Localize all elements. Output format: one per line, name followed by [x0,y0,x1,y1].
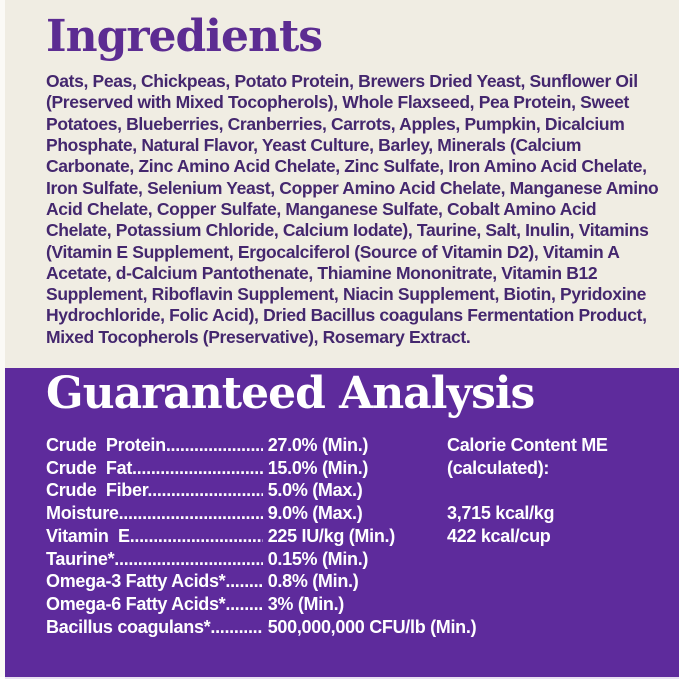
analysis-row-value: 5.0% (Max.) [263,480,363,501]
guaranteed-analysis-table: Crude Protein...........................… [46,434,477,639]
analysis-term: Bacillus coagulans* [46,616,211,637]
leader-dots: ........................................… [210,616,263,637]
ingredients-line: Iron Sulfate, Selenium Yeast, Copper Ami… [46,177,659,198]
leader-dots: ........................................… [225,593,263,614]
leader-dots: ........................................… [165,435,263,455]
ingredients-line: Oats, Peas, Chickpeas, Potato Protein, B… [46,71,638,92]
analysis-row: Omega-6 Fatty Acids*....................… [46,593,476,616]
ingredients-list: Oats, Peas, Chickpeas, Potato Protein, B… [46,71,659,348]
analysis-term: Crude Fiber [46,480,148,501]
analysis-row-label: Vitamin E...............................… [46,525,263,548]
leader-dots: ........................................… [147,480,263,501]
analysis-term: Moisture [46,503,119,524]
analysis-term: Vitamin E [46,525,130,546]
calorie-value: 3,715 kcal/kg [447,503,555,524]
analysis-row-value: 27.0% (Min.) [263,435,369,455]
analysis-row: Crude Fat...............................… [46,457,476,480]
analysis-row: Bacillus coagulans*.....................… [46,616,477,639]
analysis-term: Crude Fat [46,457,133,478]
analysis-row-label: Omega-6 Fatty Acids*....................… [46,593,263,616]
calorie-content-heading: Calorie Content ME [447,435,608,455]
label-left-edge [0,0,5,679]
leader-dots: ........................................… [225,571,263,592]
ingredients-line: Carbonate, Zinc Amino Acid Chelate, Zinc… [46,156,647,177]
analysis-row: Taurine*................................… [46,548,476,571]
analysis-row-value: 500,000,000 CFU/lb (Min.) [263,616,477,637]
analysis-row-label: Bacillus coagulans*.....................… [46,616,263,639]
analysis-row-value: 0.8% (Min.) [263,571,359,592]
analysis-row-label: Omega-3 Fatty Acids*....................… [46,570,263,593]
analysis-row: Moisture................................… [46,502,476,525]
leader-dots: ........................................… [118,503,263,524]
calorie-content-block: Calorie Content ME (calculated): 3,715 k… [447,434,608,548]
analysis-term: Omega-3 Fatty Acids* [46,571,226,592]
leader-dots: ........................................… [132,457,263,478]
ingredients-line: (Preserved with Mixed Tocopherols), Whol… [46,92,629,113]
analysis-row-value: 0.15% (Min.) [263,548,369,569]
analysis-row-label: Crude Protein...........................… [46,434,263,457]
ingredients-title: Ingredients [46,11,323,62]
analysis-row-label: Crude Fiber.............................… [46,479,263,502]
ingredients-line: Potatoes, Blueberries, Cranberries, Carr… [46,113,625,134]
label-bottom-edge [0,677,679,679]
calorie-values: 3,715 kcal/kg 422 kcal/cup [447,502,608,547]
analysis-row-label: Taurine*................................… [46,548,263,571]
analysis-row-value: 225 IU/kg (Min.) [263,525,396,546]
analysis-term: Crude Protein [46,435,166,455]
ingredients-section: Ingredients Oats, Peas, Chickpeas, Potat… [46,11,659,348]
ingredients-line: Acetate, d-Calcium Pantothenate, Thiamin… [46,262,598,283]
analysis-row: Omega-3 Fatty Acids*....................… [46,570,476,593]
analysis-row: Crude Fiber.............................… [46,479,476,502]
guaranteed-analysis-title: Guaranteed Analysis [46,368,535,419]
analysis-row-label: Moisture................................… [46,502,263,525]
leader-dots: ........................................… [129,525,263,546]
analysis-row: Crude Protein...........................… [46,434,476,457]
leader-dots: ........................................… [114,548,263,569]
analysis-row: Vitamin E...............................… [46,525,476,548]
ingredients-line: Chelate, Potassium Chloride, Calcium Iod… [46,220,649,241]
analysis-row-label: Crude Fat...............................… [46,457,263,480]
ingredients-line: Hydrochloride, Folic Acid), Dried Bacill… [46,305,647,326]
ingredients-line: Supplement, Riboflavin Supplement, Niaci… [46,284,647,305]
analysis-row-value: 15.0% (Min.) [263,457,369,478]
analysis-row-value: 3% (Min.) [263,593,345,614]
ingredients-line: Phosphate, Natural Flavor, Yeast Culture… [46,135,582,156]
ingredients-line: Mixed Tocopherols (Preservative), Rosema… [46,326,471,347]
calorie-content-subheading: (calculated): [447,457,550,478]
ingredients-line: (Vitamin E Supplement, Ergocalciferol (S… [46,241,620,262]
analysis-term: Taurine* [46,548,115,569]
guaranteed-analysis-section: Guaranteed Analysis Crude Protein.......… [0,368,679,679]
ingredients-line: Acid Chelate, Copper Sulfate, Manganese … [46,198,597,219]
calorie-value: 422 kcal/cup [447,526,551,547]
analysis-row-value: 9.0% (Max.) [263,503,363,524]
analysis-term: Omega-6 Fatty Acids* [46,593,226,614]
